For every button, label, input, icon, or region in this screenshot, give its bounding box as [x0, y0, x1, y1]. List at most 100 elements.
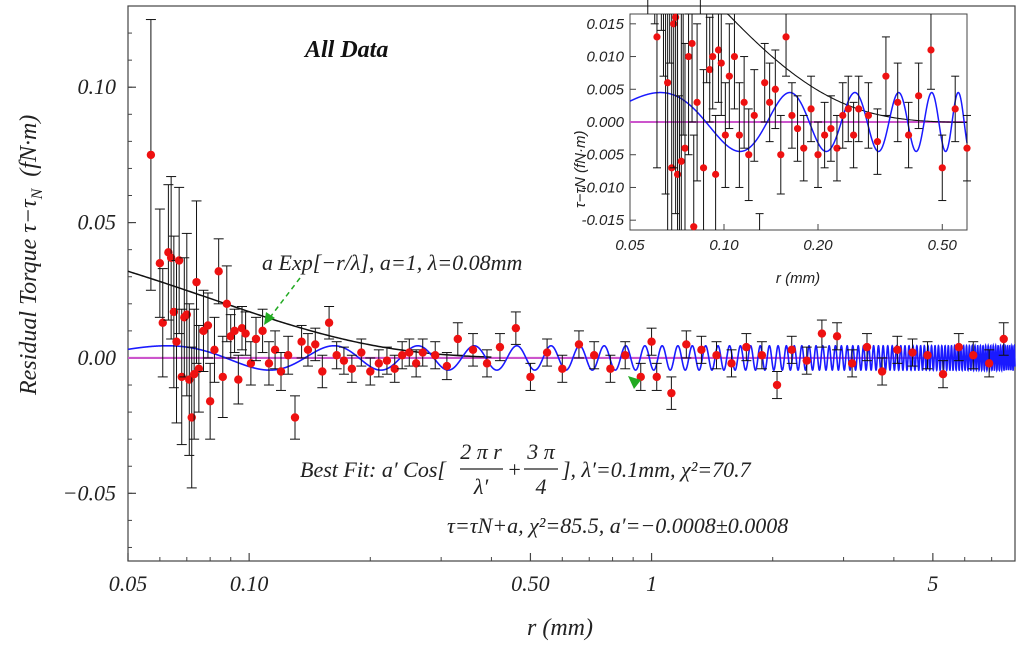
data-marker — [757, 351, 767, 360]
data-point — [411, 349, 422, 378]
data-point — [189, 308, 200, 440]
main-data-points — [145, 19, 1009, 489]
data-marker — [984, 359, 994, 368]
inset-data-point — [679, 14, 688, 136]
inset-data-marker — [681, 144, 689, 152]
data-marker — [303, 345, 313, 355]
data-marker — [495, 342, 505, 352]
data-point — [635, 362, 646, 391]
const-label: τ=τN+a, χ²=85.5, a′=−0.0008±0.0008 — [447, 513, 788, 538]
data-point — [154, 208, 165, 318]
data-marker — [203, 321, 213, 330]
inset-data-marker — [664, 79, 672, 87]
inset-data-points — [647, 0, 971, 231]
data-marker — [390, 364, 399, 373]
inset-data-point — [721, 82, 730, 188]
data-point — [289, 395, 300, 440]
inset-x-axis-title: r (mm) — [776, 270, 820, 287]
inset-data-marker — [714, 46, 723, 54]
data-marker — [169, 307, 179, 317]
data-point — [646, 327, 657, 356]
data-point — [786, 335, 797, 364]
inset-y-tick-label: -0.010 — [581, 179, 624, 196]
data-point — [482, 349, 493, 378]
data-marker — [938, 369, 948, 379]
inset-data-marker — [709, 52, 717, 61]
data-marker — [172, 337, 181, 346]
fit-frac2-num: 3 π — [526, 439, 556, 464]
data-point — [984, 349, 995, 378]
data-point — [832, 322, 843, 351]
data-point — [229, 308, 240, 354]
data-point — [998, 322, 1009, 356]
inset-data-marker — [904, 131, 913, 139]
inset-data-marker — [730, 52, 739, 61]
data-point — [430, 341, 441, 370]
inset-data-point — [657, 14, 666, 31]
inset-data-point — [684, 14, 693, 156]
data-point — [296, 324, 307, 359]
inset-y-tick-label: -0.005 — [581, 147, 624, 164]
data-point — [892, 335, 903, 364]
fit-frac1-den: λ′ — [473, 474, 490, 499]
data-marker — [877, 367, 887, 376]
data-marker — [697, 345, 706, 355]
data-point — [666, 376, 677, 410]
data-marker — [318, 367, 327, 376]
data-marker — [382, 356, 392, 365]
data-marker — [647, 337, 656, 346]
inset-data-point — [832, 114, 841, 182]
data-marker — [589, 351, 599, 360]
data-point — [711, 341, 722, 370]
inset-data-marker — [688, 39, 696, 48]
x-tick-label: 0.10 — [230, 571, 269, 596]
inset-data-point — [914, 62, 923, 130]
inset-data-marker — [827, 124, 835, 133]
inset-data-point — [711, 114, 720, 230]
data-marker — [862, 342, 872, 352]
inset-data-marker — [673, 170, 682, 178]
inset-data-marker — [653, 33, 661, 41]
inset-exp-curve — [684, 13, 968, 123]
inset-y-tick-label: -0.015 — [581, 212, 624, 229]
data-marker — [347, 364, 357, 373]
inset-data-marker — [693, 98, 701, 106]
data-marker — [431, 351, 440, 360]
x-tick-label: 5 — [927, 571, 938, 596]
inset-data-marker — [849, 131, 858, 139]
data-marker — [241, 329, 250, 338]
data-marker — [742, 342, 751, 352]
inset-x-tick-label: 0.50 — [928, 237, 958, 254]
y-tick-label: 0.10 — [78, 74, 117, 99]
data-marker — [366, 367, 375, 376]
inset-data-point — [776, 114, 785, 195]
inset-data-marker — [735, 131, 743, 139]
data-point — [510, 311, 521, 345]
data-marker — [442, 361, 452, 371]
data-point — [145, 19, 156, 291]
data-marker — [324, 318, 334, 327]
data-point — [157, 268, 168, 378]
data-point — [441, 352, 452, 381]
data-marker — [146, 150, 156, 160]
data-point — [938, 360, 949, 389]
data-point — [356, 338, 367, 367]
data-marker — [558, 364, 567, 373]
inset-data-marker — [706, 66, 714, 74]
data-marker — [787, 345, 796, 355]
data-point — [163, 184, 174, 321]
data-marker — [847, 359, 857, 368]
y-tick-label: 0.00 — [78, 345, 117, 370]
data-marker — [712, 351, 721, 360]
data-marker — [606, 364, 615, 373]
inset-data-point — [849, 101, 858, 169]
data-marker — [526, 372, 535, 382]
x-tick-label: 0.05 — [109, 571, 148, 596]
inset-data-point — [864, 82, 873, 149]
data-marker — [357, 348, 366, 357]
data-marker — [297, 337, 306, 346]
data-point — [324, 306, 335, 340]
data-point — [198, 289, 209, 372]
data-point — [907, 338, 918, 367]
